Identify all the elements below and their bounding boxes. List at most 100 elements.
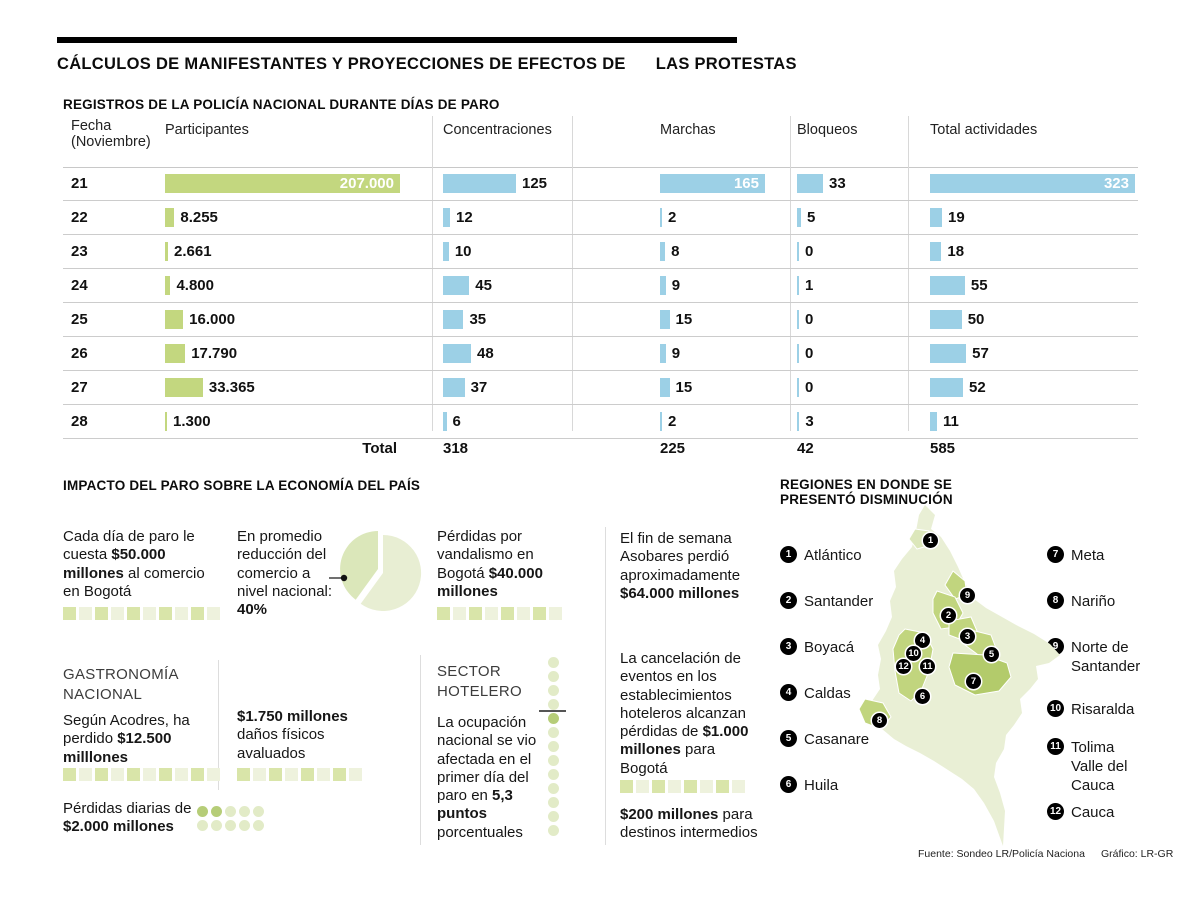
unit-dot xyxy=(197,820,208,831)
col-header-marchas: Marchas xyxy=(660,122,716,138)
concentraciones-value: 45 xyxy=(475,277,492,294)
date-cell: 27 xyxy=(71,379,88,396)
marchas-value: 8 xyxy=(671,243,680,260)
gastronomy-text: Según Acodres, ha perdido $12.500 milllo… xyxy=(63,712,198,767)
bloqueos-value: 0 xyxy=(805,311,814,328)
region-name: Atlántico xyxy=(804,547,862,564)
credit-graphic: Gráfico: LR-GR xyxy=(1100,848,1174,860)
unit-square xyxy=(95,607,108,620)
bloqueos-bar xyxy=(797,242,799,261)
bloqueos-value: 33 xyxy=(829,175,846,192)
text-segment: Pérdidas por vandalismo en Bogotá xyxy=(437,528,534,582)
total-marchas: 225 xyxy=(660,440,686,457)
total-bar xyxy=(930,378,963,397)
total-value: 323 xyxy=(1103,175,1129,192)
daily-losses-text: Pérdidas diarias de $2.000 millones xyxy=(63,800,195,837)
marchas-bar xyxy=(660,412,662,431)
marchas-bar xyxy=(660,276,666,295)
map-marker-2: 2 xyxy=(941,608,956,623)
bloqueos-value: 0 xyxy=(805,379,814,396)
region-name: Meta xyxy=(1071,547,1105,564)
concentraciones-bar xyxy=(443,174,516,193)
pie-slice-rest xyxy=(360,534,422,611)
participantes-value: 17.790 xyxy=(191,345,238,362)
region-number-badge: 2 xyxy=(780,592,797,609)
bloqueos-value: 5 xyxy=(806,209,816,226)
concentraciones-value: 48 xyxy=(477,345,494,362)
participantes-bar xyxy=(165,242,168,261)
map-marker-12: 12 xyxy=(896,659,911,674)
legend-item-norte-de-santander: 9 Norte de Santander xyxy=(1047,638,1141,676)
table-row: 28 1.300 6 2 3 11 xyxy=(63,405,1138,439)
unit-dot xyxy=(548,699,559,710)
marchas-bar xyxy=(660,208,662,227)
total-bar xyxy=(930,310,962,329)
participantes-value: 4.800 xyxy=(176,277,214,294)
unit-square xyxy=(143,768,156,781)
region-name: Caldas xyxy=(804,685,851,702)
col-header-fecha: Fecha (Noviembre) xyxy=(71,118,151,150)
text-segment: $1.000 millones xyxy=(620,723,749,759)
total-value: 19 xyxy=(948,209,965,226)
text-segment: 5,3 puntos xyxy=(437,787,513,823)
reduction-text: En promedio reducción del comercio a niv… xyxy=(237,528,341,619)
table-total-row: Total 318 225 42 585 xyxy=(63,432,1138,462)
daily-cost-squares xyxy=(63,607,220,620)
date-cell: 23 xyxy=(71,243,88,260)
gastronomy-squares xyxy=(63,768,220,781)
main-title-part2: LAS PROTESTAS xyxy=(655,55,797,73)
map-marker-9: 9 xyxy=(960,588,975,603)
region-name: Casanare xyxy=(804,731,870,748)
total-bar xyxy=(930,344,967,363)
table-column-divider xyxy=(908,116,909,431)
legend-item-cauca: 12 Cauca xyxy=(1047,803,1141,822)
text-segment: $200 millones xyxy=(620,806,719,823)
concentraciones-bar xyxy=(443,208,450,227)
legend-item-risaralda: 10 Risaralda xyxy=(1047,700,1141,719)
map-marker-6: 6 xyxy=(915,689,930,704)
region-number-badge: 5 xyxy=(780,730,797,747)
legend-item-meta: 7 Meta xyxy=(1047,546,1141,565)
total-bar xyxy=(930,412,937,431)
unit-square xyxy=(95,768,108,781)
text-segment: para destinos intermedios xyxy=(620,806,758,842)
bloqueos-value: 0 xyxy=(805,243,814,260)
text-segment: Según Acodres, ha perdido xyxy=(63,712,190,748)
map-marker-5: 5 xyxy=(984,647,999,662)
marchas-bar xyxy=(660,242,666,261)
participantes-bar xyxy=(165,412,167,431)
participantes-bar: 207.000 xyxy=(165,174,400,193)
region-name: Cauca xyxy=(1071,804,1115,821)
marchas-value: 9 xyxy=(671,277,681,294)
unit-square xyxy=(301,768,314,781)
text-segment: La ocupación nacional se vio afectada en… xyxy=(437,714,537,805)
unit-square xyxy=(533,607,546,620)
table-row: 25 16.000 35 15 0 50 xyxy=(63,303,1138,337)
text-segment: Pérdidas diarias de xyxy=(63,800,192,817)
map-marker-11: 11 xyxy=(920,659,935,674)
concentraciones-bar xyxy=(443,344,471,363)
table-header: Fecha (Noviembre) Participantes Concentr… xyxy=(63,116,1138,168)
unit-square xyxy=(684,780,697,793)
marchas-value: 15 xyxy=(675,311,693,328)
unit-square xyxy=(237,768,250,781)
unit-square xyxy=(333,768,346,781)
unit-dot xyxy=(548,671,559,682)
map-marker-4: 4 xyxy=(915,633,930,648)
date-cell: 28 xyxy=(71,413,88,430)
bloqueos-bar xyxy=(797,208,801,227)
unit-square xyxy=(63,768,76,781)
economy-divider xyxy=(420,655,421,845)
unit-square xyxy=(253,768,266,781)
concentraciones-value: 35 xyxy=(469,311,487,328)
unit-dot xyxy=(197,806,208,817)
concentraciones-value: 125 xyxy=(522,175,548,192)
table-row: 22 8.255 12 2 5 19 xyxy=(63,201,1138,235)
total-value: 57 xyxy=(972,345,989,362)
date-cell: 24 xyxy=(71,277,88,294)
region-number-badge: 7 xyxy=(1047,546,1064,563)
unit-square xyxy=(517,607,530,620)
unit-square xyxy=(143,607,156,620)
concentraciones-bar xyxy=(443,310,464,329)
unit-dot xyxy=(548,713,559,724)
